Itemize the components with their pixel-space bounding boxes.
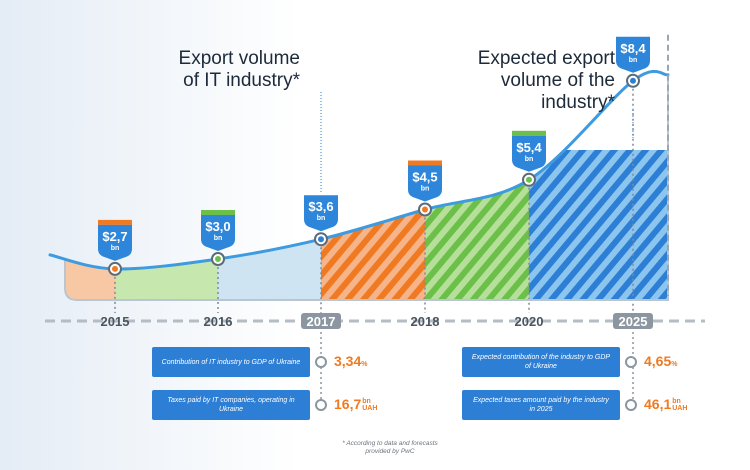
x-tick-2017: 2017 — [307, 314, 336, 329]
value-badge-2016 — [201, 215, 235, 251]
badge-tab-2018 — [408, 160, 442, 166]
value-label-2017: $3,6 — [308, 199, 333, 214]
value-marker-2020: $5,4bn — [512, 130, 546, 187]
expected-export-heading: Expected export volume of the industry* — [477, 48, 615, 113]
value-marker-2025: $8,4bn — [616, 36, 650, 88]
value-badge-2020 — [512, 135, 546, 172]
data-point-core-2016 — [215, 256, 221, 262]
value-marker-2016: $3,0bn — [201, 210, 235, 266]
gdp-contribution-value: 3,34% — [334, 353, 368, 369]
value-marker-2017: $3,6bn — [304, 195, 338, 247]
x-tick-2018: 2018 — [411, 314, 440, 329]
value-marker-2018: $4,5bn — [408, 160, 442, 217]
footnote: * According to data and forecasts provid… — [342, 440, 438, 455]
badge-tab-2015 — [98, 219, 132, 225]
value-unit-2016: bn — [214, 235, 223, 242]
value-badge-2017 — [304, 195, 338, 232]
expected-gdp-contribution-value: 4,65% — [644, 353, 678, 369]
area-outline — [64, 78, 669, 301]
x-tick-2016: 2016 — [204, 314, 233, 329]
bullet-icon — [315, 399, 327, 411]
gdp-contribution-label: Contribution of IT industry to GDP of Uk… — [152, 347, 310, 377]
value-marker-2015: $2,7bn — [98, 219, 132, 276]
area-band-5 — [529, 150, 668, 300]
expected-gdp-contribution-label: Expected contribution of the industry to… — [462, 347, 620, 377]
data-point-core-2015 — [112, 265, 118, 272]
data-point-core-2025 — [630, 77, 636, 84]
value-unit-2025: bn — [629, 57, 638, 64]
badge-tab-2016 — [201, 210, 235, 215]
data-point-core-2017 — [318, 236, 324, 243]
value-label-2018: $4,5 — [412, 170, 437, 185]
value-badge-2018 — [408, 165, 442, 202]
value-unit-2017: bn — [317, 215, 326, 222]
value-unit-2020: bn — [525, 156, 534, 163]
export-volume-heading: Export volume of IT industry* — [178, 48, 300, 91]
taxes-paid-value: 16,7 bn UAH — [334, 396, 378, 413]
bullet-icon — [315, 356, 327, 368]
bullet-icon — [625, 399, 637, 411]
value-label-2020: $5,4 — [516, 140, 542, 155]
value-unit-2015: bn — [111, 245, 120, 252]
taxes-paid-label: Taxes paid by IT companies, operating in… — [152, 390, 310, 420]
value-badge-2015 — [98, 224, 132, 261]
bullet-icon — [625, 356, 637, 368]
value-label-2016: $3,0 — [205, 219, 230, 234]
series-line — [48, 69, 670, 271]
year-highlight-2017 — [301, 313, 341, 329]
value-label-2015: $2,7 — [102, 229, 127, 244]
badge-tab-2020 — [512, 130, 546, 136]
value-badge-2025 — [616, 36, 650, 73]
data-point-core-2020 — [526, 176, 532, 183]
expected-taxes-label: Expected taxes amount paid by the indust… — [462, 390, 620, 420]
x-tick-2025: 2025 — [619, 314, 648, 329]
value-unit-2018: bn — [421, 186, 430, 193]
x-tick-2015: 2015 — [101, 314, 130, 329]
data-point-core-2018 — [422, 206, 428, 213]
value-label-2025: $8,4 — [620, 41, 646, 56]
year-highlight-2025 — [613, 313, 653, 329]
expected-taxes-value: 46,1 bn UAH — [644, 396, 688, 413]
x-tick-2020: 2020 — [515, 314, 544, 329]
